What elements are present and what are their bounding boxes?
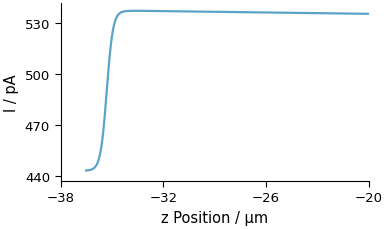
X-axis label: z Position / μm: z Position / μm — [161, 210, 268, 225]
Y-axis label: I / pA: I / pA — [4, 74, 19, 111]
